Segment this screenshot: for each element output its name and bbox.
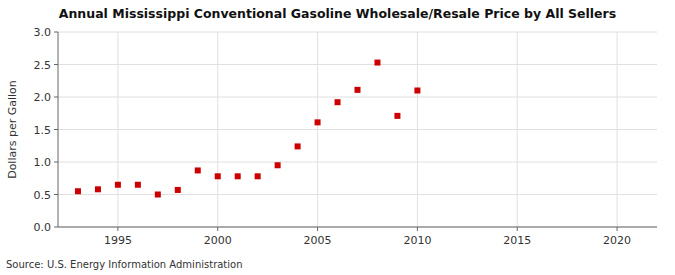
point bbox=[95, 186, 101, 192]
point bbox=[414, 88, 420, 94]
tick-label: 0.5 bbox=[34, 189, 52, 202]
tick-mark bbox=[54, 32, 58, 33]
point bbox=[394, 113, 400, 119]
tick-mark bbox=[217, 227, 218, 231]
tick-label: 2.5 bbox=[34, 59, 52, 72]
tick-mark bbox=[54, 129, 58, 130]
y-axis-line bbox=[58, 32, 59, 227]
tick-label: 1.5 bbox=[34, 124, 52, 137]
tick-label: 3.0 bbox=[34, 26, 52, 39]
grid-line bbox=[517, 32, 518, 227]
grid-line bbox=[58, 194, 657, 195]
grid-line bbox=[58, 97, 657, 98]
tick-mark bbox=[54, 227, 58, 228]
point bbox=[195, 167, 201, 173]
tick-label: 2015 bbox=[503, 234, 531, 247]
tick-label: 1.0 bbox=[34, 156, 52, 169]
point bbox=[235, 173, 241, 179]
tick-mark bbox=[54, 97, 58, 98]
tick-label: 2005 bbox=[304, 234, 332, 247]
grid-line bbox=[58, 227, 657, 228]
grid-line bbox=[617, 32, 618, 227]
point bbox=[255, 173, 261, 179]
point bbox=[374, 60, 380, 66]
tick-mark bbox=[417, 227, 418, 231]
x-axis-line bbox=[58, 227, 657, 228]
grid-line bbox=[217, 32, 218, 227]
grid-line bbox=[58, 64, 657, 65]
point bbox=[275, 162, 281, 168]
tick-mark bbox=[317, 227, 318, 231]
point bbox=[315, 119, 321, 125]
grid-line bbox=[58, 129, 657, 130]
grid-line bbox=[117, 32, 118, 227]
tick-mark bbox=[117, 227, 118, 231]
grid-line bbox=[417, 32, 418, 227]
grid-line bbox=[317, 32, 318, 227]
tick-label: 2000 bbox=[204, 234, 232, 247]
point bbox=[75, 188, 81, 194]
tick-mark bbox=[54, 162, 58, 163]
tick-mark bbox=[617, 227, 618, 231]
source-note: Source: U.S. Energy Information Administ… bbox=[6, 259, 243, 270]
tick-label: 2.0 bbox=[34, 91, 52, 104]
grid-line bbox=[58, 32, 657, 33]
point bbox=[115, 182, 121, 188]
y-axis-label: Dollars per Gallon bbox=[6, 80, 19, 179]
tick-label: 2020 bbox=[603, 234, 631, 247]
point bbox=[295, 143, 301, 149]
tick-label: 1995 bbox=[104, 234, 132, 247]
point bbox=[175, 187, 181, 193]
point bbox=[335, 99, 341, 105]
point bbox=[155, 192, 161, 198]
tick-label: 2010 bbox=[403, 234, 431, 247]
title: Annual Mississippi Conventional Gasoline… bbox=[59, 6, 616, 21]
point bbox=[215, 173, 221, 179]
tick-mark bbox=[54, 64, 58, 65]
points bbox=[75, 60, 420, 198]
tick-label: 0.0 bbox=[34, 221, 52, 234]
tick-mark bbox=[54, 194, 58, 195]
grid-line bbox=[58, 162, 657, 163]
point bbox=[135, 182, 141, 188]
point bbox=[355, 87, 361, 93]
tick-mark bbox=[517, 227, 518, 231]
